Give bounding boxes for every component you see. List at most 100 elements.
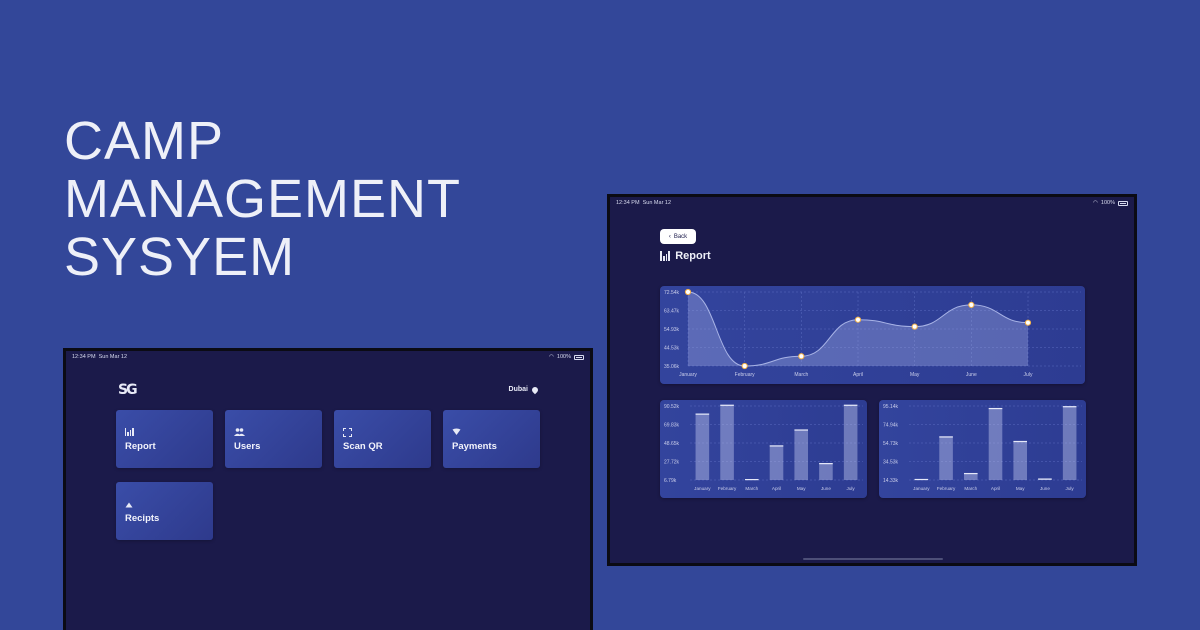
location-indicator[interactable]: Dubai [508,385,540,394]
x-tick-label: February [735,372,756,378]
x-tick-label: March [964,486,977,491]
bar-cap [1038,478,1052,480]
bar [819,463,833,480]
tile-recipts[interactable]: Recipts [116,482,213,540]
x-tick-label: March [745,486,758,491]
status-time: 12:34 PM [616,200,640,206]
bar [1013,440,1028,480]
x-tick-label: April [991,486,1000,491]
data-point [798,353,805,360]
data-point [684,288,692,296]
tile-users-label: Users [234,441,261,452]
bar [769,445,784,480]
location-pin-icon [530,385,540,394]
data-point [911,323,918,330]
bar-cap [939,436,953,438]
x-tick-label: May [910,372,920,378]
x-tick-label: January [679,372,697,378]
x-tick-label: January [913,486,930,491]
bar-cap [1013,440,1028,443]
bar [1062,406,1077,480]
x-tick-label: February [937,486,956,491]
page-title-text: Report [675,250,711,262]
data-point [741,362,748,370]
hero-line-2: MANAGEMENT [64,169,462,229]
area-chart-card: 72.54k 63.47k 54.93k 44.53k 35.06k January Feb… [660,286,1085,384]
area-chart: 72.54k 63.47k 54.93k 44.53k 35.06k January Feb… [664,288,1081,378]
y-tick-label: 48.65k [664,441,680,447]
y-tick-label: 69.83k [664,423,680,429]
y-tick-label: 54.93k [664,327,680,333]
x-tick-label: July [1024,372,1033,378]
bar-cap [744,479,759,481]
back-label: Back [673,233,688,240]
bar [794,429,809,480]
bar-chart-2: 95.14k 74.94k 54.73k 34.53k 14.33k January Feb… [883,404,1082,491]
battery-icon [1118,200,1128,206]
x-tick-label: June [966,372,977,378]
tile-payments-label: Payments [452,441,497,452]
tile-report-label: Report [125,441,156,452]
x-tick-label: April [772,486,781,491]
bar [963,472,978,480]
bar-cap [843,404,858,406]
tile-report[interactable]: Report [116,410,213,468]
bar [695,413,710,480]
x-tick-label: May [797,486,806,491]
y-tick-label: 72.54k [664,290,680,296]
hero-line-3: SYSYEM [64,227,296,287]
bar-cap [794,429,809,431]
bar-chart-card-1: 90.52k 69.83k 48.65k 27.72k 6.79k January Febr… [660,400,867,498]
up-arrow-icon [125,500,204,511]
x-tick-label: March [794,372,808,378]
bar-cap [988,407,1003,410]
page-title: Report [660,250,711,262]
y-tick-label: 74.94k [883,423,899,429]
bar-cap [819,463,833,465]
bar [843,404,858,480]
chevron-left-icon: ‹ [668,233,671,240]
report-tablet: 12:34 PM Sun Mar 12 ◠ 100% ‹ Back Report… [607,194,1137,566]
bar-cap [695,413,710,415]
wifi-icon: ◠ [549,354,554,360]
y-tick-label: 90.52k [664,404,680,410]
y-tick-label: 95.14k [883,404,899,410]
bar-chart-icon [125,428,204,439]
heart-icon [452,428,531,439]
x-tick-label: June [1040,486,1050,491]
bar-chart-icon [660,251,671,261]
scan-icon [343,428,422,439]
x-tick-label: July [847,486,856,491]
status-battery-text: 100% [1100,200,1115,206]
bar [988,407,1003,480]
tile-users[interactable]: Users [225,410,322,468]
bar-chart-1: 90.52k 69.83k 48.65k 27.72k 6.79k January Febr… [664,404,863,491]
y-tick-label: 27.72k [664,460,680,466]
location-label: Dubai [508,386,528,393]
status-date: Sun Mar 12 [98,354,128,360]
x-tick-label: July [1066,486,1075,491]
tile-scan-qr-label: Scan QR [343,441,383,452]
tile-payments[interactable]: Payments [443,410,540,468]
wifi-icon: ◠ [1093,200,1098,206]
y-tick-label: 63.47k [664,309,680,315]
bar-chart-card-2: 95.14k 74.94k 54.73k 34.53k 14.33k January Feb… [879,400,1086,498]
bar [720,404,734,480]
bar-cap [769,445,784,447]
area-fill [688,292,1028,366]
back-button[interactable]: ‹ Back [660,229,696,244]
home-indicator [803,558,943,560]
tile-scan-qr[interactable]: Scan QR [334,410,431,468]
users-icon [234,428,313,439]
battery-icon [574,354,584,360]
status-bar: 12:34 PM Sun Mar 12 ◠ 100% [66,351,590,363]
app-logo[interactable]: SG [118,382,138,398]
tile-recipts-label: Recipts [125,513,160,524]
x-tick-label: January [694,486,711,491]
status-time: 12:34 PM [72,354,96,360]
status-date: Sun Mar 12 [642,200,672,206]
x-tick-label: June [821,486,831,491]
y-tick-label: 44.53k [664,346,680,352]
x-tick-label: April [853,372,863,378]
x-tick-label: February [718,486,737,491]
